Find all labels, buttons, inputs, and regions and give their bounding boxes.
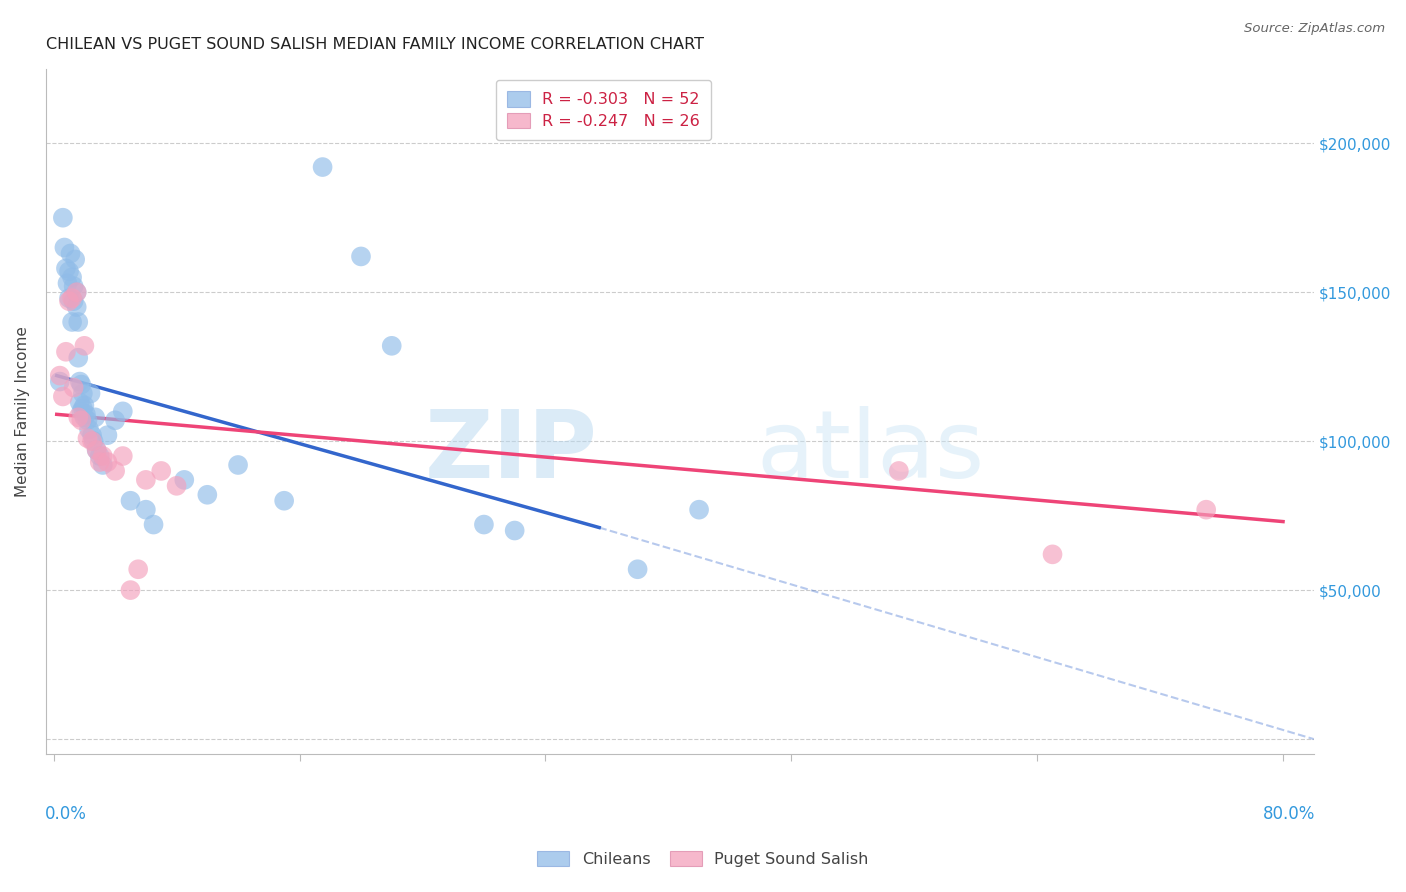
- Point: [67, 410, 90, 425]
- Point: [311, 160, 333, 174]
- Point: [52, 211, 75, 225]
- Point: [66, 285, 89, 300]
- Point: [89, 455, 111, 469]
- Point: [73, 339, 96, 353]
- Point: [67, 351, 90, 365]
- Legend: Chileans, Puget Sound Salish: Chileans, Puget Sound Salish: [531, 845, 875, 873]
- Point: [70, 413, 93, 427]
- Point: [72, 386, 94, 401]
- Point: [52, 389, 75, 403]
- Point: [111, 404, 134, 418]
- Point: [135, 502, 157, 516]
- Point: [72, 401, 94, 416]
- Point: [142, 517, 165, 532]
- Point: [56, 277, 79, 291]
- Point: [75, 408, 97, 422]
- Point: [69, 375, 91, 389]
- Point: [91, 449, 114, 463]
- Point: [503, 524, 526, 538]
- Point: [70, 404, 93, 418]
- Point: [688, 502, 710, 516]
- Point: [91, 458, 114, 472]
- Point: [1042, 547, 1064, 561]
- Point: [55, 261, 77, 276]
- Point: [96, 428, 118, 442]
- Point: [273, 493, 295, 508]
- Legend: R = -0.303   N = 52, R = -0.247   N = 26: R = -0.303 N = 52, R = -0.247 N = 26: [496, 80, 711, 140]
- Point: [60, 315, 83, 329]
- Point: [195, 488, 218, 502]
- Point: [127, 562, 149, 576]
- Point: [58, 291, 80, 305]
- Point: [63, 252, 86, 267]
- Point: [1195, 502, 1218, 516]
- Point: [104, 464, 127, 478]
- Point: [104, 413, 127, 427]
- Point: [76, 413, 98, 427]
- Point: [84, 410, 107, 425]
- Point: [79, 386, 101, 401]
- Point: [58, 294, 80, 309]
- Text: 80.0%: 80.0%: [1263, 805, 1315, 823]
- Point: [62, 294, 84, 309]
- Point: [120, 583, 142, 598]
- Point: [80, 434, 103, 449]
- Point: [60, 291, 83, 305]
- Point: [120, 493, 142, 508]
- Point: [60, 270, 83, 285]
- Y-axis label: Median Family Income: Median Family Income: [15, 326, 30, 497]
- Point: [76, 431, 98, 445]
- Point: [86, 443, 108, 458]
- Point: [55, 344, 77, 359]
- Text: CHILEAN VS PUGET SOUND SALISH MEDIAN FAMILY INCOME CORRELATION CHART: CHILEAN VS PUGET SOUND SALISH MEDIAN FAM…: [46, 37, 704, 53]
- Point: [69, 395, 91, 409]
- Point: [62, 380, 84, 394]
- Point: [111, 449, 134, 463]
- Point: [96, 455, 118, 469]
- Point: [58, 264, 80, 278]
- Point: [350, 249, 373, 263]
- Point: [173, 473, 195, 487]
- Point: [59, 246, 82, 260]
- Point: [66, 300, 89, 314]
- Text: atlas: atlas: [756, 407, 984, 499]
- Text: Source: ZipAtlas.com: Source: ZipAtlas.com: [1244, 22, 1385, 36]
- Text: ZIP: ZIP: [425, 407, 598, 499]
- Point: [226, 458, 249, 472]
- Point: [472, 517, 495, 532]
- Point: [66, 285, 89, 300]
- Point: [626, 562, 648, 576]
- Point: [166, 479, 188, 493]
- Point: [80, 428, 103, 442]
- Point: [49, 375, 72, 389]
- Point: [150, 464, 173, 478]
- Text: 0.0%: 0.0%: [45, 805, 87, 823]
- Point: [67, 315, 90, 329]
- Point: [77, 422, 100, 436]
- Point: [62, 279, 84, 293]
- Point: [135, 473, 157, 487]
- Point: [86, 443, 108, 458]
- Point: [887, 464, 910, 478]
- Point: [83, 434, 105, 449]
- Point: [53, 240, 76, 254]
- Point: [89, 449, 111, 463]
- Point: [70, 377, 93, 392]
- Point: [381, 339, 404, 353]
- Point: [49, 368, 72, 383]
- Point: [73, 398, 96, 412]
- Point: [73, 410, 96, 425]
